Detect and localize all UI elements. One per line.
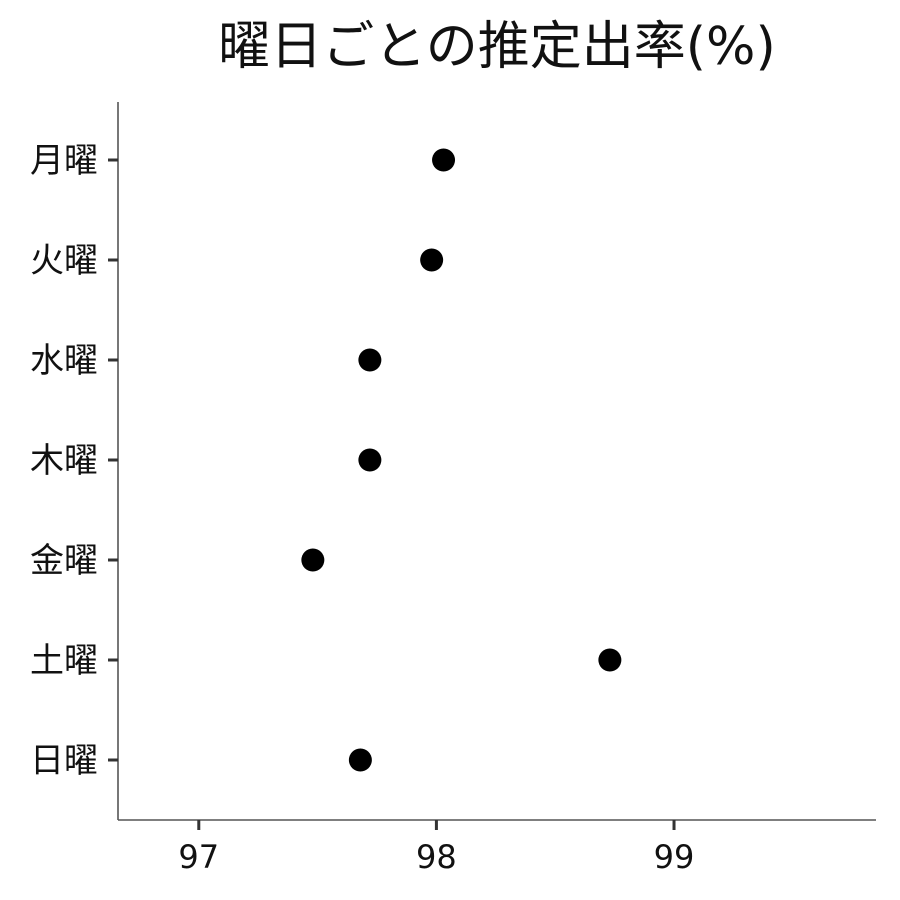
- data-point: [358, 348, 382, 372]
- y-tick-label: 火曜: [30, 241, 98, 281]
- data-point: [301, 548, 325, 572]
- data-point: [432, 148, 456, 172]
- data-point: [598, 648, 622, 672]
- y-tick-label: 日曜: [30, 741, 98, 781]
- data-point: [358, 448, 382, 472]
- x-tick-label: 98: [416, 838, 457, 876]
- y-tick-label: 木曜: [30, 441, 98, 481]
- x-tick-label: 97: [178, 838, 219, 876]
- x-tick-label: 99: [654, 838, 695, 876]
- chart-title: 曜日ごとの推定出率(%): [218, 17, 775, 77]
- y-tick-label: 水曜: [30, 341, 98, 381]
- points-layer: [301, 148, 622, 772]
- y-tick-label: 金曜: [30, 541, 98, 581]
- y-tick-label: 土曜: [30, 641, 98, 681]
- y-tick-label: 月曜: [30, 141, 98, 181]
- data-point: [420, 248, 444, 272]
- data-point: [348, 748, 372, 772]
